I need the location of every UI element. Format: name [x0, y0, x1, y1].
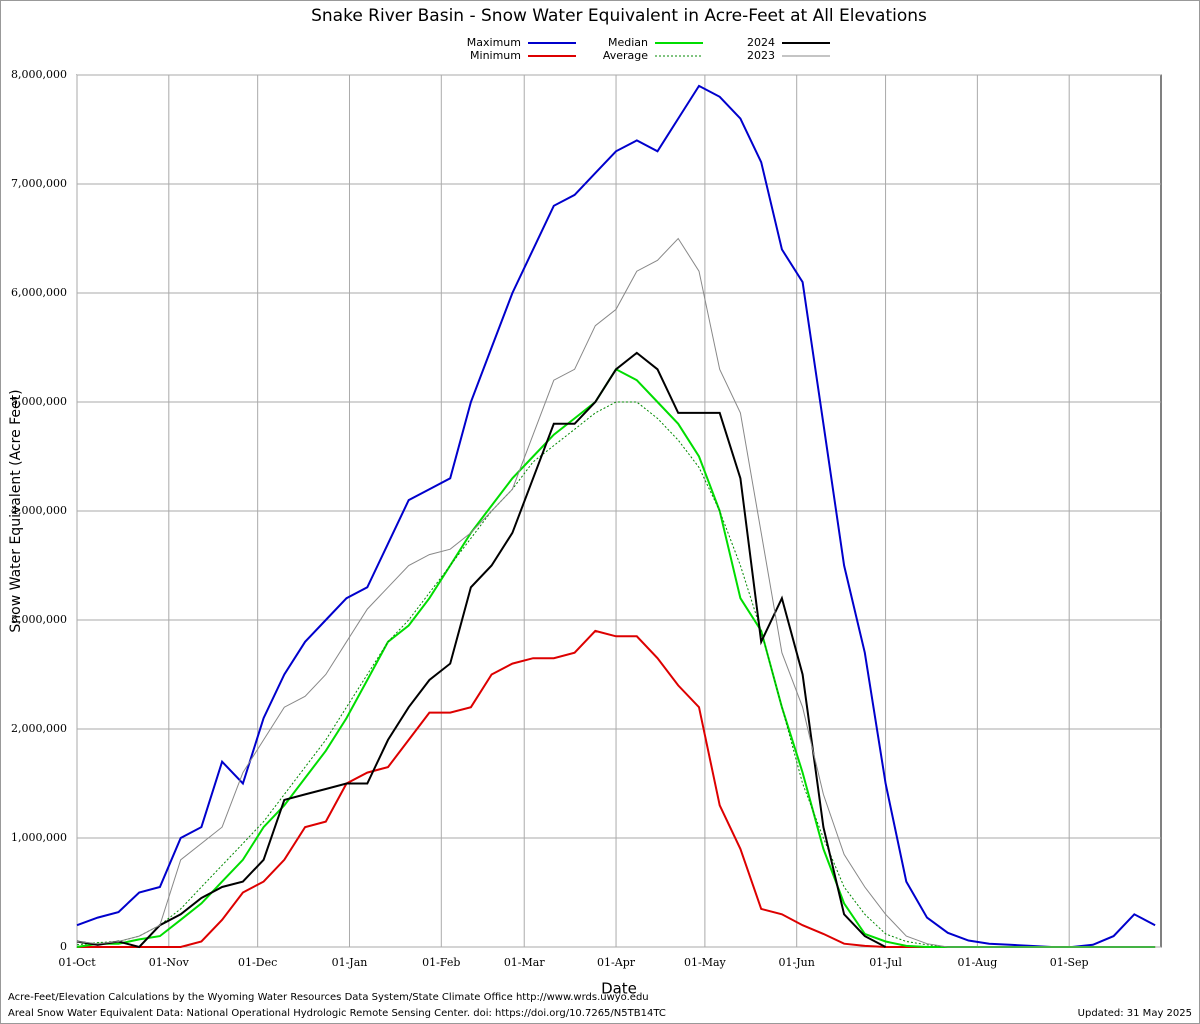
y-tick-label: 1,000,000	[11, 831, 67, 844]
x-tick-label: 01-Nov	[149, 956, 190, 969]
x-tick-label: 01-Feb	[422, 956, 460, 969]
x-axis-label: Date	[601, 980, 637, 998]
legend-label: 2024	[747, 36, 775, 49]
note: Areal Snow Water Equivalent Data: Nation…	[8, 1008, 666, 1019]
x-tick-label: 01-Jan	[332, 956, 368, 969]
legend-label: Maximum	[467, 36, 521, 49]
x-tick-label: 01-Sep	[1050, 956, 1089, 969]
y-tick-label: 2,000,000	[11, 722, 67, 735]
x-tick-label: 01-May	[684, 956, 727, 969]
updated: Updated: 31 May 2025	[1078, 1008, 1192, 1019]
x-tick-label: 01-Jun	[779, 956, 815, 969]
y-tick-label: 8,000,000	[11, 68, 67, 81]
chart-title: Snake River Basin - Snow Water Equivalen…	[311, 6, 927, 26]
series-line	[76, 351, 887, 949]
y-tick-label: 5,000,000	[11, 395, 67, 408]
x-tick-label: 01-Aug	[957, 956, 997, 969]
legend-label: Median	[608, 36, 648, 49]
x-tick-label: 01-Jul	[869, 956, 902, 969]
series-line	[76, 237, 1156, 948]
x-tick-label: 01-Oct	[58, 956, 96, 969]
legend-label: Minimum	[470, 49, 521, 62]
y-tick-label: 4,000,000	[11, 504, 67, 517]
x-tick-label: 01-Apr	[597, 956, 636, 969]
x-tick-label: 01-Mar	[504, 956, 546, 969]
note: Acre-Feet/Elevation Calculations by the …	[8, 992, 649, 1003]
y-tick-label: 6,000,000	[11, 286, 67, 299]
y-tick-label: 3,000,000	[11, 613, 67, 626]
y-tick-label: 7,000,000	[11, 177, 67, 190]
x-tick-label: 01-Dec	[238, 956, 277, 969]
legend-label: 2023	[747, 49, 775, 62]
y-tick-label: 0	[60, 940, 67, 953]
y-axis-label: Snow Water Equivalent (Acre Feet)	[8, 389, 24, 632]
series-line	[76, 84, 1156, 948]
legend-label: Average	[603, 49, 648, 62]
